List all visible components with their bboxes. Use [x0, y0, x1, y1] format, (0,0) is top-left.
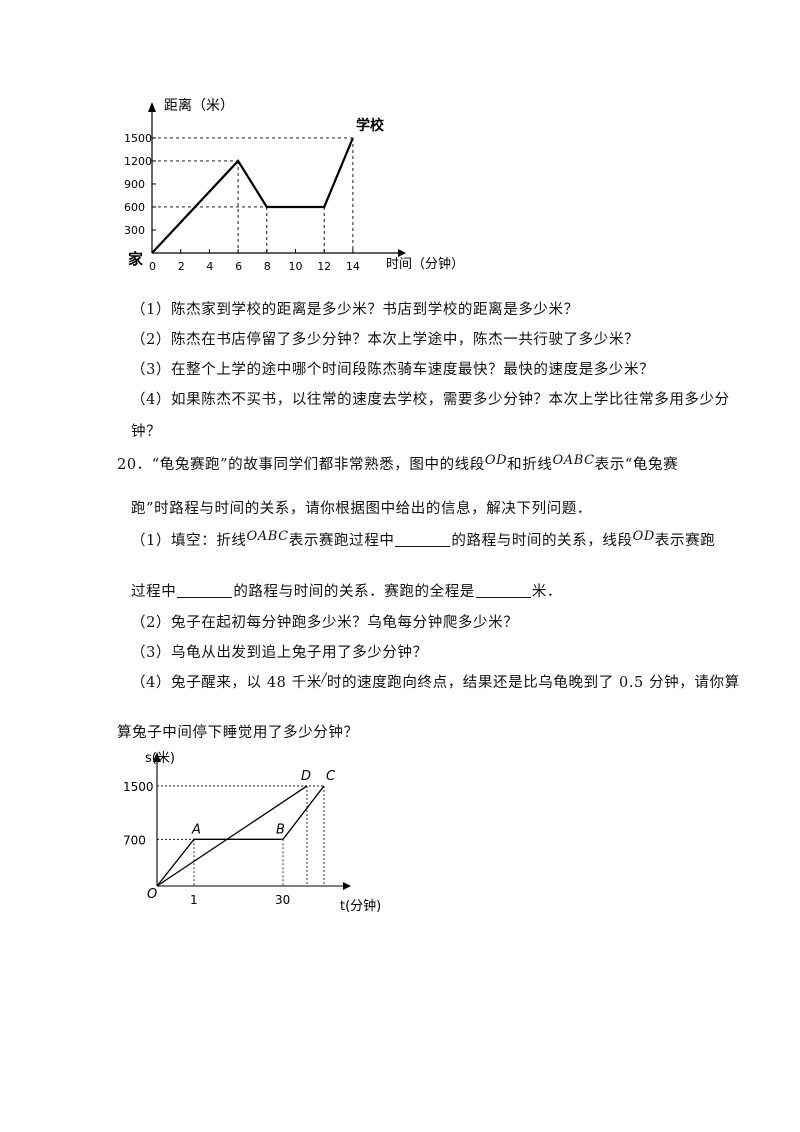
x-tick-label: 0 [149, 260, 156, 273]
od-label: OD [484, 453, 508, 468]
point-label-C: C [326, 769, 336, 784]
x-tick-label: 2 [178, 260, 185, 273]
q20-part2: （2）兔子在起初每分钟跑多少米？乌龟每分钟爬多少米？ [131, 615, 519, 631]
tick-labels: 700 1500 1 30 [123, 780, 290, 907]
q19-part4: （4）如果陈杰不买书，以往常的速度去学校，需要多少分钟？本次上学比往常多用多少分 [131, 392, 730, 408]
tortoise-line-OD [156, 785, 308, 887]
q20-part4-text: 时的速度跑向终点，结果还是比乌龟晚到了 0.5 分钟，请你算 [326, 675, 740, 691]
y-tick-label: 1200 [124, 155, 152, 168]
y-tick-label: 1500 [123, 780, 154, 794]
x-axis-label: 时间（分钟） [386, 256, 464, 272]
point-label-B: B [276, 822, 285, 837]
q20-part1-text: 的路程与时间的关系，线段 [451, 533, 633, 549]
x-tick-label: 4 [206, 260, 213, 273]
point-label-D: D [301, 769, 311, 784]
x-tick-label: 8 [264, 260, 271, 273]
q19-part3: （3）在整个上学的途中哪个时间段陈杰骑车速度最快？最快的速度是多少米？ [131, 362, 655, 378]
y-axis-arrow [148, 102, 156, 112]
y-tick-label: 900 [124, 178, 145, 191]
home-label: 家 [128, 250, 143, 268]
x-axis-arrow [343, 882, 351, 890]
x-axis-arrow [398, 249, 406, 257]
q20-part1-cont: 过程中 的路程与时间的关系．赛跑的全程是 米． [131, 580, 562, 601]
rabbit-line-OABC [156, 785, 325, 887]
y-axis-label: s(米) [145, 751, 175, 766]
guide-lines [152, 137, 354, 253]
q20-part1: （1）填空：折线OABC表示赛跑过程中 的路程与时间的关系，线段OD表示赛跑 [131, 529, 715, 550]
y-tick-label: 1500 [124, 132, 152, 145]
slash-symbol: / [321, 671, 327, 686]
q20-part1-text: （1）填空：折线 [131, 533, 247, 549]
q20-part1-text: 的路程与时间的关系．赛跑的全程是 [233, 584, 475, 600]
x-tick-label: 30 [275, 893, 290, 907]
point-label-A: A [191, 822, 201, 837]
x-axis-label: t(分钟) [340, 898, 381, 914]
y-tick-label: 600 [124, 201, 145, 214]
school-label: 学校 [356, 117, 385, 134]
axes [153, 752, 351, 890]
race-chart: 700 1500 1 30 O A B CD s(米) t(分钟) [123, 751, 381, 914]
q19-part2: （2）陈杰在书店停留了多少分钟？本次上学途中，陈杰一共行驶了多少米？ [131, 332, 640, 348]
oabc-label: OABC [552, 453, 595, 468]
x-tick-label: 1 [190, 893, 198, 907]
guide-lines [157, 785, 325, 886]
x-tick-label: 10 [289, 260, 303, 273]
x-tick-label: 12 [317, 260, 331, 273]
y-tick-label: 700 [123, 833, 146, 847]
q20-intro-text: 表示“龟兔赛 [594, 457, 679, 473]
answer-blank [475, 583, 531, 598]
y-tick-label: 300 [124, 224, 145, 237]
q20-part4: （4）兔子醒来，以 48 千米/时的速度跑向终点，结果还是比乌龟晚到了 0.5 … [131, 671, 740, 692]
point-labels: O A B CD [147, 769, 336, 902]
oabc-label: OABC [246, 529, 289, 544]
q20-intro-text: 和折线 [507, 457, 553, 473]
q20-part1-text: 米． [531, 584, 563, 600]
trip-line [151, 137, 354, 254]
q20-intro-text: 20．“龟兔赛跑”的故事同学们都非常熟悉，图中的线段 [117, 457, 485, 473]
y-axis-arrow [153, 752, 161, 762]
answer-blank [395, 532, 451, 547]
tick-labels: 0 2 4 6 8 10 12 14 300 600 900 1200 1500 [124, 132, 360, 273]
y-axis-label: 距离（米） [164, 97, 234, 114]
q20-part4-cont: 算兔子中间停下睡觉用了多少分钟？ [117, 725, 359, 741]
q20-intro: 20．“龟兔赛跑”的故事同学们都非常熟悉，图中的线段OD和折线OABC表示“龟兔… [117, 453, 678, 474]
q20-part1-text: 表示赛跑过程中 [288, 533, 395, 549]
point-label-O: O [147, 887, 157, 902]
x-tick-label: 6 [235, 260, 242, 273]
x-tick-label: 14 [346, 260, 360, 273]
q20-part1-text: 表示赛跑 [654, 533, 716, 549]
q20-intro-cont: 跑”时路程与时间的关系，请你根据图中给出的信息，解决下列问题． [131, 501, 593, 517]
answer-blank [177, 583, 233, 598]
q20-part4-text: （4）兔子醒来，以 48 千米 [131, 675, 322, 691]
q20-part1-text: 过程中 [131, 584, 177, 600]
q20-part3: （3）乌龟从出发到追上兔子用了多少分钟？ [131, 645, 428, 661]
od-label: OD [632, 529, 655, 544]
q19-part1: （1）陈杰家到学校的距离是多少米？书店到学校的距离是多少米？ [131, 302, 579, 318]
distance-time-chart: 0 2 4 6 8 10 12 14 300 600 900 1200 1500 距离（米） 时间（分钟… [124, 97, 464, 273]
axes [148, 102, 406, 257]
q19-part4-cont: 钟？ [131, 424, 162, 440]
